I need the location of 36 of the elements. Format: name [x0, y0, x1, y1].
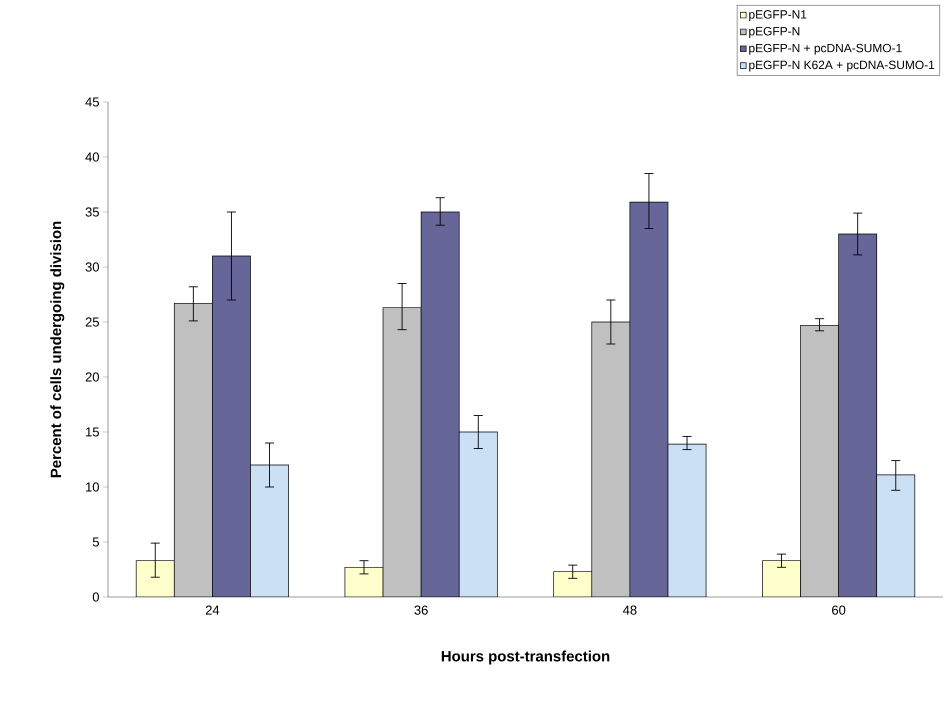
y-tick-label: 15: [86, 427, 99, 437]
y-tick-label: 5: [92, 537, 99, 547]
y-tick-label: 0: [92, 592, 99, 602]
bar: [174, 302, 213, 597]
bar: [458, 432, 498, 597]
y-tick-label: 35: [86, 207, 99, 217]
bar: [382, 307, 422, 597]
x-axis-title: Hours post-transfection: [442, 650, 610, 664]
bar: [250, 464, 289, 597]
bar: [591, 322, 630, 597]
bar: [420, 212, 460, 597]
legend-label: pEGFP-N: [749, 27, 800, 38]
y-tick-label: 20: [86, 372, 99, 382]
legend-label: pEGFP-N1: [749, 10, 806, 22]
bar: [668, 444, 706, 597]
bar: [553, 571, 592, 597]
x-tick-label: 60: [832, 606, 846, 615]
bar: [838, 234, 878, 597]
x-tick-label: 48: [622, 606, 637, 615]
y-tick-label: 25: [86, 317, 99, 327]
y-tick-label: 40: [85, 152, 99, 162]
x-tick-label: 24: [206, 606, 220, 615]
bar: [876, 474, 916, 597]
x-tick-label: 36: [414, 606, 428, 615]
legend-label: pEGFP-N K62A + pcDNA-SUMO-1: [749, 60, 934, 72]
y-axis-title: Percent of cells undergoing division: [50, 222, 64, 478]
bar: [630, 202, 668, 597]
bar: [344, 566, 384, 597]
y-tick-label: 10: [86, 482, 99, 492]
bar: [762, 560, 801, 597]
bar: [212, 256, 251, 597]
legend-label: pEGFP-N + pcDNA-SUMO-1: [749, 44, 902, 55]
y-tick-label: 45: [85, 97, 99, 107]
y-tick-label: 30: [86, 262, 99, 272]
bar: [136, 560, 175, 597]
bar: [800, 324, 839, 597]
